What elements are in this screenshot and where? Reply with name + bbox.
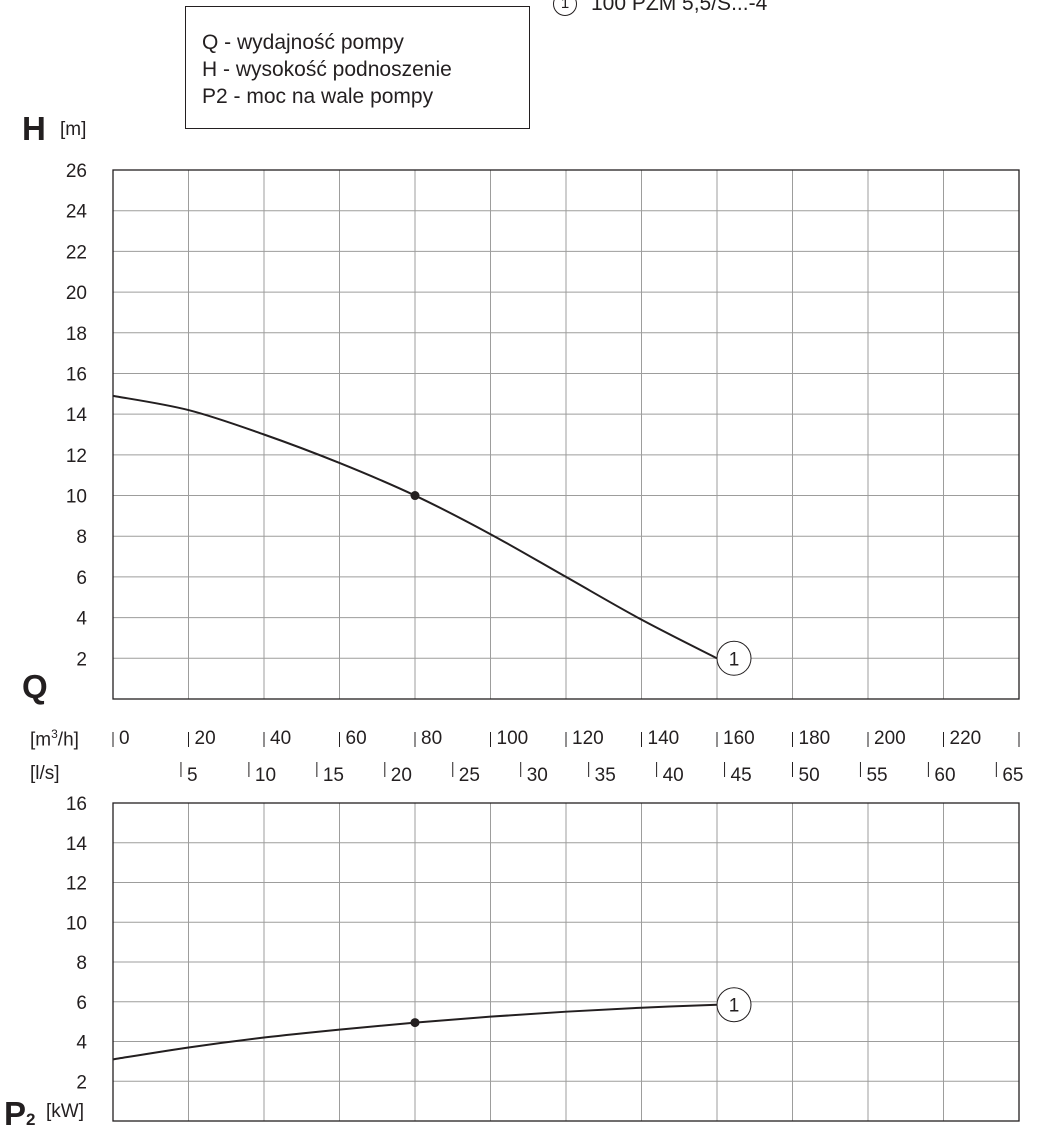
- q-ls-tick-label: 5: [187, 765, 198, 786]
- p2-y-tick-label: 2: [76, 1072, 87, 1093]
- q-ls-tick-label: 15: [323, 765, 344, 786]
- p2-series-label: 1: [729, 996, 740, 1017]
- q-ls-tick-label: 20: [391, 765, 412, 786]
- q-ls-tick-label: 25: [459, 765, 480, 786]
- q-ls-tick-label: 30: [527, 765, 548, 786]
- q-unit-m3h-suffix: /h]: [57, 729, 79, 751]
- p2-subscript: 2: [26, 1110, 36, 1129]
- p2-plot-frame: [112, 802, 1020, 1122]
- q-m3h-tick-label: 160: [723, 728, 755, 749]
- p2-y-tick-label: 16: [66, 794, 87, 815]
- h-y-tick-label: 22: [66, 242, 87, 263]
- q-ls-tick-label: 65: [1002, 765, 1023, 786]
- p2-letter: P: [4, 1095, 27, 1132]
- q-m3h-tick-label: 120: [572, 728, 604, 749]
- q-m3h-tick-label: 200: [874, 728, 906, 749]
- q-ls-tick-label: 40: [663, 765, 684, 786]
- h-y-tick-label: 18: [66, 324, 87, 345]
- h-y-tick-label: 24: [66, 202, 88, 223]
- q-m3h-tick-label: 80: [421, 728, 442, 749]
- p2-y-tick-label: 14: [66, 834, 88, 855]
- h-y-tick-label: 10: [66, 487, 87, 508]
- h-y-tick-label: 20: [66, 283, 87, 304]
- h-plot-frame: [112, 169, 1020, 700]
- q-m3h-tick-label: 100: [497, 728, 529, 749]
- q-ls-tick-label: 45: [731, 765, 752, 786]
- p2-y-tick-label: 10: [66, 913, 87, 934]
- q-ls-tick-label: 35: [595, 765, 616, 786]
- legend-box: Q - wydajność pompy H - wysokość podnosz…: [185, 6, 530, 129]
- q-m3h-tick-label: 220: [950, 728, 982, 749]
- q-ls-tick-label: 50: [799, 765, 820, 786]
- h-duty-point: [410, 491, 420, 501]
- p2-axis-unit: [kW]: [46, 1101, 84, 1122]
- p2-y-tick-label: 12: [66, 874, 87, 895]
- p2-axis-letter: P2: [4, 1097, 35, 1130]
- q-ls-tick-label: 55: [866, 765, 887, 786]
- q-ls-tick-label: 10: [255, 765, 276, 786]
- h-y-tick-label: 8: [76, 527, 87, 548]
- h-y-tick-label: 6: [76, 568, 87, 589]
- series-title-text: 100 PZM 5,5/S...-4: [591, 0, 768, 15]
- h-y-tick-label: 4: [76, 609, 87, 630]
- q-unit-m3h-prefix: [m: [30, 729, 52, 751]
- q-m3h-tick-label: 140: [648, 728, 680, 749]
- series-marker-circle: 1: [553, 0, 577, 16]
- series-title: 1 100 PZM 5,5/S...-4: [553, 0, 767, 16]
- h-series-label: 1: [729, 649, 740, 670]
- legend-line-h: H - wysokość podnoszenie: [202, 58, 452, 81]
- legend-line-p2: P2 - moc na wale pompy: [202, 85, 434, 108]
- h-y-tick-label: 12: [66, 446, 87, 467]
- q-m3h-tick-label: 20: [195, 728, 216, 749]
- p2-duty-point: [410, 1018, 420, 1028]
- q-axis-unit-ls: [l/s]: [30, 763, 60, 784]
- h-y-tick-label: 14: [66, 405, 88, 426]
- h-y-tick-label: 16: [66, 364, 87, 385]
- h-y-tick-label: 2: [76, 649, 87, 670]
- h-y-tick-label: 26: [66, 161, 87, 182]
- p2-y-tick-label: 8: [76, 953, 87, 974]
- h-axis-unit: [m]: [60, 119, 87, 140]
- q-ls-tick-label: 60: [934, 765, 955, 786]
- q-unit-m3h-sup: 3: [51, 727, 58, 741]
- q-m3h-tick-label: 40: [270, 728, 291, 749]
- legend-line-q: Q - wydajność pompy: [202, 31, 404, 54]
- p2-y-tick-label: 4: [76, 1033, 87, 1054]
- h-series-label-circle: [716, 640, 752, 676]
- h-axis-letter: H: [22, 110, 46, 147]
- q-axis-unit-m3h: [m3/h]: [30, 728, 79, 749]
- q-axis-letter: Q: [22, 668, 48, 705]
- q-m3h-tick-label: 180: [799, 728, 831, 749]
- q-m3h-tick-label: 0: [119, 728, 130, 749]
- q-m3h-tick-label: 60: [346, 728, 367, 749]
- p2-y-tick-label: 6: [76, 993, 87, 1014]
- p2-series-label-circle: [716, 987, 752, 1023]
